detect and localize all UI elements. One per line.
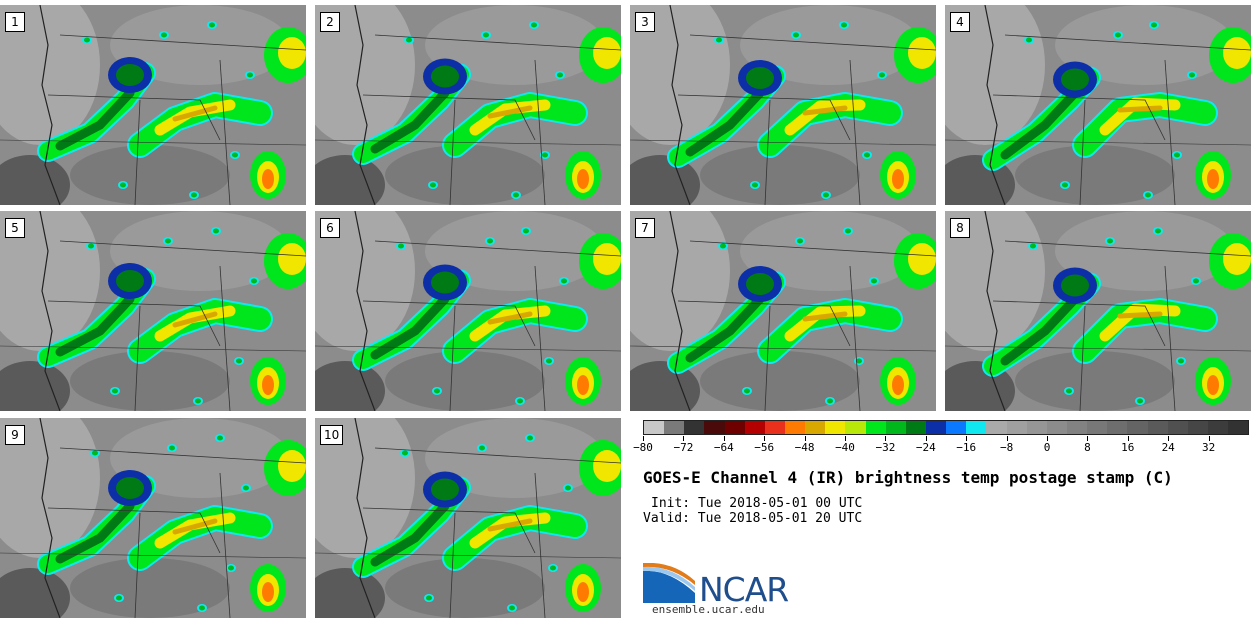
colorbar-swatch [704,421,725,434]
colorbar-swatch [1228,421,1249,434]
colorbar-swatch [986,421,1007,434]
colorbar-swatch [885,421,906,434]
colorbar-tick-mark [885,436,887,441]
colorbar-swatch [664,421,685,434]
colorbar-tick-label: −40 [835,441,855,454]
colorbar-tick-mark [1087,436,1089,441]
colorbar [643,420,1249,435]
panel-number: 1 [5,12,25,32]
colorbar-tick-mark [643,436,644,441]
colorbar-swatch [1046,421,1067,434]
colorbar-tick-mark [764,436,766,441]
colorbar-swatch [905,421,926,434]
colorbar-tick-label: 24 [1161,441,1175,454]
panel-number: 7 [635,218,655,238]
colorbar-tick-label: −48 [794,441,815,454]
colorbar-tick-label: 0 [1043,441,1051,454]
colorbar-swatch [764,421,785,434]
colorbar-tick-label: −80 [633,441,653,454]
colorbar-swatch [1066,421,1088,434]
ir-panel-6: 6 [315,211,621,411]
colorbar-swatch [1127,421,1148,434]
colorbar-tick-mark [1208,436,1210,441]
colorbar-swatch [1107,421,1128,434]
colorbar-swatch [1006,421,1027,434]
ir-panel-1: 1 [0,5,306,205]
ir-image [630,211,936,411]
colorbar-swatch [784,421,806,434]
colorbar-swatch [744,421,765,434]
ir-panel-4: 4 [945,5,1251,205]
init-time: Init: Tue 2018-05-01 00 UTC [651,496,863,511]
colorbar-tick-label: −64 [713,441,734,454]
colorbar-swatch [1087,421,1108,434]
colorbar-swatch [644,421,665,434]
colorbar-swatch [1187,421,1208,434]
ir-image [630,5,936,205]
colorbar-tick-mark [845,436,846,441]
colorbar-swatch [825,421,846,434]
ir-image [0,5,306,205]
colorbar-swatch [845,421,866,434]
ir-panel-7: 7 [630,211,936,411]
ir-image [945,211,1251,411]
panel-number: 3 [635,12,655,32]
colorbar-swatch [925,421,947,434]
ir-panel-3: 3 [630,5,936,205]
colorbar-tick-label: −56 [754,441,775,454]
ir-image [315,5,621,205]
colorbar-tick-mark [925,436,927,441]
colorbar-tick-mark [723,436,725,441]
colorbar-swatch [1147,421,1168,434]
panel-number: 8 [950,218,970,238]
ir-panel-8: 8 [945,211,1251,411]
ir-image [0,211,306,411]
ir-image [315,418,621,618]
colorbar-swatch [1026,421,1047,434]
panel-number: 2 [320,12,340,32]
colorbar-tick-mark [1006,436,1008,441]
valid-time: Valid: Tue 2018-05-01 20 UTC [643,511,863,526]
colorbar-tick-mark [804,436,806,441]
panel-number: 4 [950,12,970,32]
colorbar-ticks: −80 −72 −64 −56 −48 −40 −32 −24 −16 −8 0 8 16 24 32 [633,436,1249,456]
colorbar-tick-label: 16 [1121,441,1135,454]
ncar-logo-icon [643,563,695,603]
colorbar-tick-label: −32 [875,441,896,454]
colorbar-swatch [805,421,826,434]
colorbar-tick-mark [1127,436,1129,441]
colorbar-swatch [1167,421,1188,434]
panel-number: 6 [320,218,340,238]
colorbar-tick-label: 8 [1084,441,1091,454]
colorbar-tick-label: −8 [999,441,1014,454]
colorbar-swatch [684,421,705,434]
colorbar-tick-label: −24 [915,441,936,454]
colorbar-tick-mark [1168,436,1170,441]
panel-number: 5 [5,218,25,238]
panel-number: 10 [320,425,344,445]
ir-panel-5: 5 [0,211,306,411]
colorbar-tick-label: −72 [673,441,694,454]
colorbar-tick-mark [966,436,968,441]
ir-image [0,418,306,618]
colorbar-tick-mark [683,436,685,441]
colorbar-tick-label: 32 [1201,441,1216,454]
ir-panel-9: 9 [0,418,306,618]
colorbar-swatch [966,421,987,434]
ir-panel-2: 2 [315,5,621,205]
ir-panel-10: 10 [315,418,621,618]
panel-number: 9 [5,425,25,445]
ir-image [945,5,1251,205]
logo-url: ensemble.ucar.edu [652,603,765,616]
colorbar-swatch [946,421,967,434]
colorbar-tick-mark [1047,436,1048,441]
colorbar-swatch [865,421,886,434]
colorbar-tick-label: −16 [956,441,977,454]
colorbar-swatch [724,421,745,434]
logo-wordmark: NCAR [699,570,789,609]
ir-image [315,211,621,411]
figure-title: GOES-E Channel 4 (IR) brightness temp po… [643,468,1173,487]
colorbar-swatch [1207,421,1229,434]
